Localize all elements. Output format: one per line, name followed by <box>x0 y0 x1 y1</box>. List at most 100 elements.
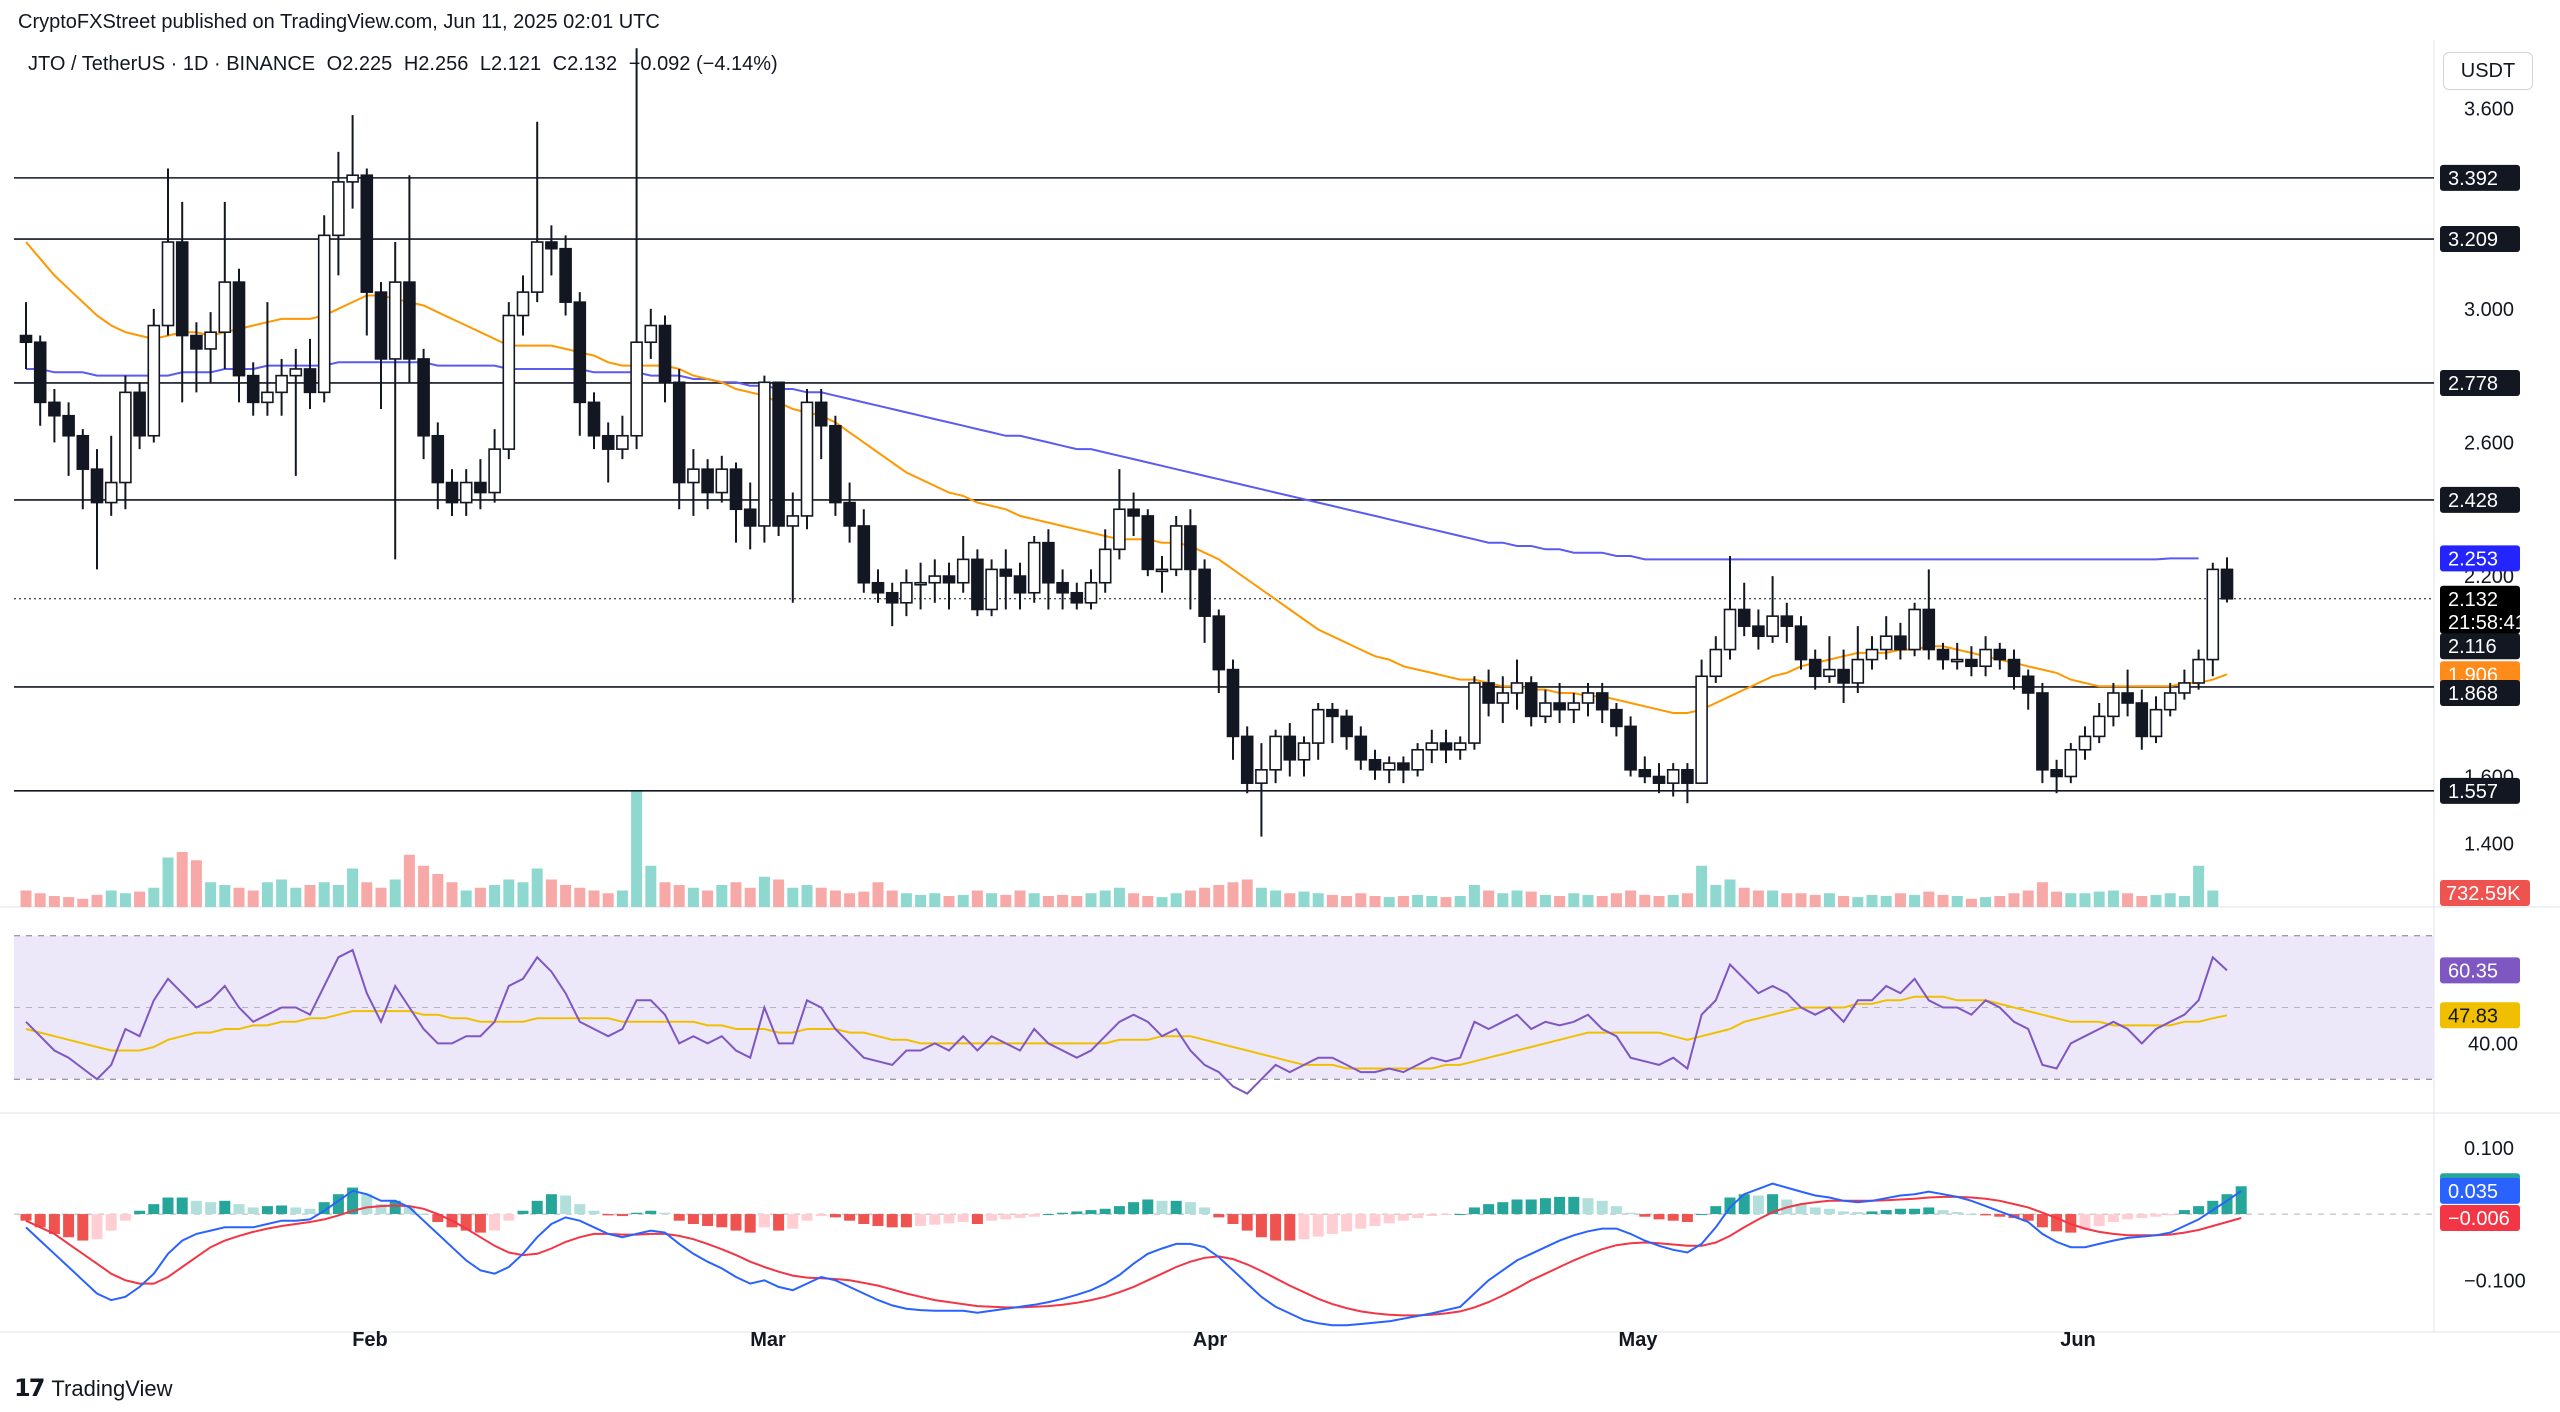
volume-bar <box>1767 890 1779 907</box>
candle-body <box>502 314 516 450</box>
macd-histogram-bar <box>2022 1214 2034 1221</box>
macd-histogram-bar <box>503 1214 515 1221</box>
macd-histogram-bar <box>971 1214 983 1224</box>
candle <box>687 449 700 516</box>
candle-body <box>232 281 246 377</box>
volume-bar <box>1880 896 1892 907</box>
volume-tag-bg <box>2440 880 2530 906</box>
candle <box>772 381 785 536</box>
time-axis-label: Mar <box>750 1329 786 1351</box>
volume-bar <box>276 879 288 907</box>
low-value: L2.121 <box>479 53 542 75</box>
macd-histogram-bar <box>1866 1211 1878 1215</box>
volume-bar <box>616 890 628 907</box>
macd-histogram-bar <box>105 1214 117 1231</box>
macd-tick-label: −0.100 <box>2464 1270 2526 1292</box>
candle <box>1737 582 1751 637</box>
candle <box>1865 636 1879 670</box>
candle <box>1255 743 1268 837</box>
volume-bar <box>1554 896 1566 907</box>
macd-histogram-bar <box>347 1187 359 1215</box>
volume-bar <box>1468 885 1480 907</box>
candle-body <box>1311 708 1325 744</box>
price-tag-bg <box>2440 1205 2520 1232</box>
candle <box>1382 756 1396 784</box>
candle <box>843 482 856 543</box>
candle-body <box>1340 715 1353 738</box>
volume-bar <box>1270 890 1282 907</box>
volume-bar <box>375 887 387 907</box>
candle <box>985 559 998 617</box>
volume-bar <box>1696 865 1708 907</box>
volume-bar <box>1681 893 1693 907</box>
macd-histogram-bar <box>1681 1214 1693 1223</box>
time-axis-label: Feb <box>352 1329 388 1351</box>
candle-body <box>743 508 757 527</box>
candle <box>701 459 714 510</box>
volume-bar <box>1341 896 1353 907</box>
publisher-caption: CryptoFXStreet published on TradingView.… <box>18 11 660 33</box>
candle <box>388 242 402 560</box>
candle <box>1894 622 1907 660</box>
candle-body <box>1666 769 1680 784</box>
candle <box>62 402 75 476</box>
macd-histogram-bar <box>403 1206 415 1215</box>
candle-body <box>1638 769 1652 778</box>
candle <box>2021 669 2035 710</box>
currency-selector[interactable]: USDT <box>2443 52 2533 90</box>
macd-histogram-bar <box>915 1214 927 1226</box>
symbol-title[interactable]: JTO / TetherUS · 1D · BINANCE <box>28 53 316 75</box>
volume-bar <box>1426 896 1438 907</box>
macd-histogram-bar <box>1610 1206 1622 1215</box>
high-value: H2.256 <box>403 53 469 75</box>
candle <box>1766 576 1779 643</box>
candle <box>1113 469 1126 560</box>
macd-histogram-bar <box>844 1214 856 1221</box>
macd-histogram-bar <box>1454 1214 1466 1216</box>
macd-histogram-bar <box>1213 1214 1225 1218</box>
price-tag-bg <box>2440 585 2520 634</box>
candle-body <box>1950 658 1964 663</box>
candle-body <box>1936 648 1950 661</box>
volume-bar <box>48 896 60 907</box>
candle-body <box>1468 682 1481 744</box>
price-tick-label: 2.200 <box>2464 566 2514 588</box>
macd-histogram-bar <box>702 1214 714 1226</box>
time-axis-label: May <box>1619 1329 1659 1351</box>
macd-histogram-bar <box>1596 1200 1608 1215</box>
candle <box>729 462 743 543</box>
candle <box>346 115 359 209</box>
volume-bar <box>2164 893 2176 907</box>
candle <box>1808 649 1822 690</box>
candle-body <box>204 331 217 350</box>
macd-histogram-bar <box>389 1200 401 1215</box>
macd-histogram-bar <box>1113 1206 1125 1215</box>
macd-histogram-bar <box>815 1214 827 1217</box>
candle-body <box>1326 708 1339 718</box>
candle <box>104 435 118 516</box>
candle <box>758 375 771 543</box>
brand-name: TradingView <box>51 1375 173 1401</box>
candle-body <box>1695 675 1708 784</box>
price-tag-label: 1.868 <box>2448 683 2498 705</box>
candle-body <box>530 241 544 293</box>
candle-body <box>1553 702 1566 711</box>
candle-body <box>1141 515 1155 571</box>
candle-body <box>559 247 572 303</box>
candle-body <box>1453 742 1467 751</box>
candle <box>857 509 871 593</box>
candle <box>303 338 317 410</box>
macd-histogram-bar <box>943 1214 955 1224</box>
candle-body <box>928 575 942 584</box>
volume-bar <box>2022 890 2034 907</box>
price-tag-bg <box>2440 777 2520 804</box>
volume-bar <box>2136 896 2148 907</box>
candle <box>403 175 416 383</box>
candle-body <box>942 575 956 584</box>
candle-body <box>33 341 47 404</box>
candle-body <box>90 468 104 504</box>
candle-body <box>1354 735 1368 761</box>
candle-body <box>332 181 345 237</box>
candle <box>218 201 232 369</box>
